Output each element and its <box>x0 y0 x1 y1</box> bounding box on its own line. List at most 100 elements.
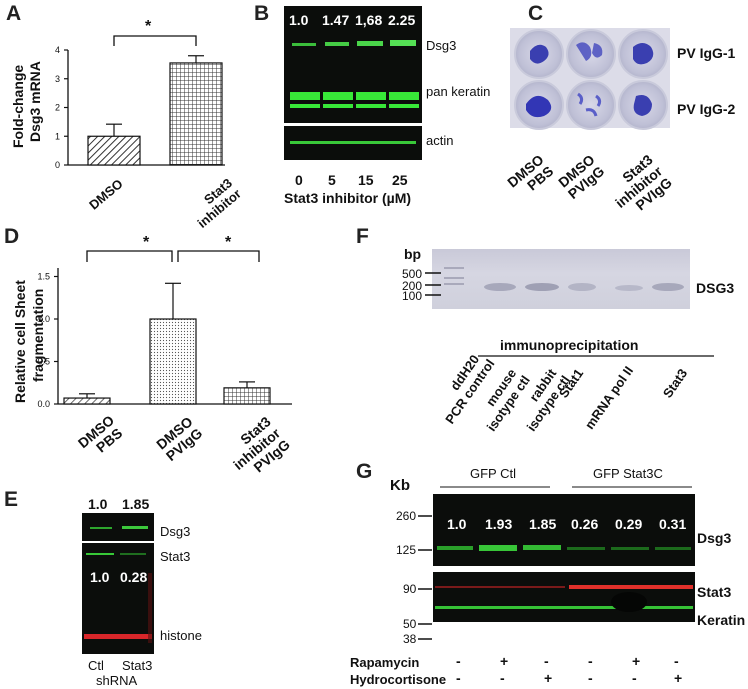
panel-f-lane-6: Stat3 <box>655 366 691 407</box>
panel-b-fold-3: 2.25 <box>388 12 416 28</box>
panel-g-fold-3: 0.26 <box>571 516 599 532</box>
panel-a-chart: 0 1 2 3 4 <box>55 35 225 170</box>
rapamycin-sign-0: - <box>456 653 461 669</box>
dish-r2c1 <box>514 80 564 130</box>
panel-b-xtick-0: 0 <box>295 172 303 188</box>
panel-e-lane-ctl: Ctl <box>88 658 104 673</box>
panel-e-lane-stat3: Stat3 <box>122 658 153 673</box>
rapamycin-sign-2: - <box>544 653 549 669</box>
panel-d-ytick-label: 1.0 <box>37 314 50 324</box>
panel-label-a: A <box>6 2 22 25</box>
panel-g-marker-260: 260 <box>396 509 417 523</box>
panel-e-label-stat3: Stat3 <box>160 549 191 564</box>
panel-b-blot-bottom <box>284 126 422 160</box>
panel-a-ytick-label: 1 <box>55 131 60 141</box>
panel-f-band-label: DSG3 <box>696 280 735 296</box>
keratin-band-0 <box>290 92 320 108</box>
panel-b-blot-top: 1.0 1.47 1,68 2.25 <box>284 6 422 123</box>
panel-e-top-0: 1.0 <box>88 496 108 512</box>
dsg3-band-1 <box>325 42 349 46</box>
panel-g-fold-4: 0.29 <box>615 516 643 532</box>
panel-a-sig-bracket <box>113 35 197 46</box>
panel-g-marker-90: 90 <box>403 582 417 596</box>
rapamycin-sign-3: - <box>588 653 593 669</box>
dish-r1c2 <box>566 29 616 79</box>
panel-g-group-1: GFP Ctl <box>470 466 516 481</box>
dsg3-band-0 <box>292 43 316 46</box>
panel-g-blot-top: 1.0 1.93 1.85 0.26 0.29 0.31 <box>433 494 695 566</box>
panel-g-stat3-keratin-bands <box>435 585 693 612</box>
panel-c-col-label-1: DMSO PBS <box>497 151 556 208</box>
rapamycin-sign-1: + <box>500 653 509 669</box>
rapamycin-sign-4: + <box>632 653 641 669</box>
panel-g-row-rapamycin: Rapamycin <box>350 655 420 670</box>
panel-c-col-label-3: Stat3 inhibitor PVIgG <box>595 151 675 229</box>
dsg3-band-2 <box>357 41 383 46</box>
panel-b-xtick-3: 25 <box>392 172 408 188</box>
panel-d-bar-1 <box>149 318 197 405</box>
panel-f-bp: bp <box>404 246 422 262</box>
panel-a-bar-0 <box>87 135 141 166</box>
hydrocortisone-sign-4: - <box>632 670 637 686</box>
panel-a-bar-1 <box>169 62 223 166</box>
rapamycin-sign-5: - <box>674 653 679 669</box>
keratin-band-2 <box>356 92 386 108</box>
panel-d-xtick-1: DMSO PBS <box>75 412 126 463</box>
panel-d-xtick-3: Stat3 inhibitor PVIgG <box>215 413 293 490</box>
panel-f-bands <box>444 267 684 291</box>
panel-g-blot-bottom <box>433 572 695 622</box>
panel-b-xlabel: Stat3 inhibitor (µM) <box>284 190 412 206</box>
panel-b-xtick-1: 5 <box>328 172 336 188</box>
dish-r2c2 <box>566 80 616 130</box>
dish-r2c3 <box>618 80 668 130</box>
panel-g-marker-38: 38 <box>403 632 417 646</box>
panel-a-ytick-label: 0 <box>55 160 60 170</box>
panel-d-ytick-label: 1.5 <box>37 272 50 282</box>
panel-g-group-2: GFP Stat3C <box>593 466 663 481</box>
panel-label-f: F <box>356 225 369 248</box>
panel-d-ytick-label: 0.5 <box>37 357 50 367</box>
panel-f-group-label: immunoprecipitation <box>500 337 639 353</box>
panel-d-sig-2: * <box>225 234 232 251</box>
panel-g-group-lines <box>440 486 692 488</box>
panel-f-marker-200: 200 <box>402 279 423 293</box>
panel-d-sig-bracket-2 <box>177 250 260 262</box>
panel-label-c: C <box>528 2 544 25</box>
panel-c-row-label-2: PV IgG-2 <box>677 101 736 117</box>
panel-g-hydrocortisone-row: - - + - - + <box>438 670 698 686</box>
panel-g-marker-ticks <box>418 515 432 640</box>
panel-b-fold-0: 1.0 <box>289 12 309 28</box>
panel-g-label-dsg3: Dsg3 <box>697 530 732 546</box>
hydrocortisone-sign-2: + <box>544 670 553 686</box>
panel-e-dsg3-bands <box>90 526 148 529</box>
panel-g-marker-125: 125 <box>396 543 417 557</box>
panel-f-marker-ticks <box>425 272 441 296</box>
panel-b-bands-top <box>290 40 419 108</box>
panel-a-ytick-label: 3 <box>55 74 60 84</box>
panel-d-xtick-2: DMSO PVIgG <box>148 413 205 469</box>
panel-c-row-label-1: PV IgG-1 <box>677 45 736 61</box>
panel-b-actin-bands <box>290 141 416 144</box>
panel-e-bands <box>84 553 152 643</box>
panel-f-lane-6-text: Stat3 <box>659 366 691 401</box>
keratin-band-1 <box>323 92 353 108</box>
panel-f-gel <box>432 249 690 309</box>
panel-g-fold-2: 1.85 <box>529 516 557 532</box>
panel-f-lane-4-text: Stat1 <box>555 366 587 401</box>
panel-e-top-1: 1.85 <box>122 496 150 512</box>
panel-b-label-actin: actin <box>426 133 454 148</box>
panel-e-footer: shRNA <box>96 673 138 688</box>
panel-b-fold-1: 1.47 <box>322 12 350 28</box>
panel-a-ytick-label: 2 <box>55 103 60 113</box>
dish-r1c3 <box>618 29 668 79</box>
panel-e-mid-0: 1.0 <box>90 569 110 585</box>
panel-f-group-line <box>478 355 714 357</box>
panel-label-d: D <box>4 225 20 248</box>
panel-e-blot-bottom: 1.0 0.28 <box>82 543 154 654</box>
panel-f-marker-100: 100 <box>402 289 423 303</box>
hydrocortisone-sign-0: - <box>456 670 461 686</box>
dsg3-band-3 <box>390 40 416 46</box>
panel-g-fold-5: 0.31 <box>659 516 687 532</box>
panel-b-xtick-2: 15 <box>358 172 374 188</box>
panel-e-label-dsg3: Dsg3 <box>160 524 191 539</box>
